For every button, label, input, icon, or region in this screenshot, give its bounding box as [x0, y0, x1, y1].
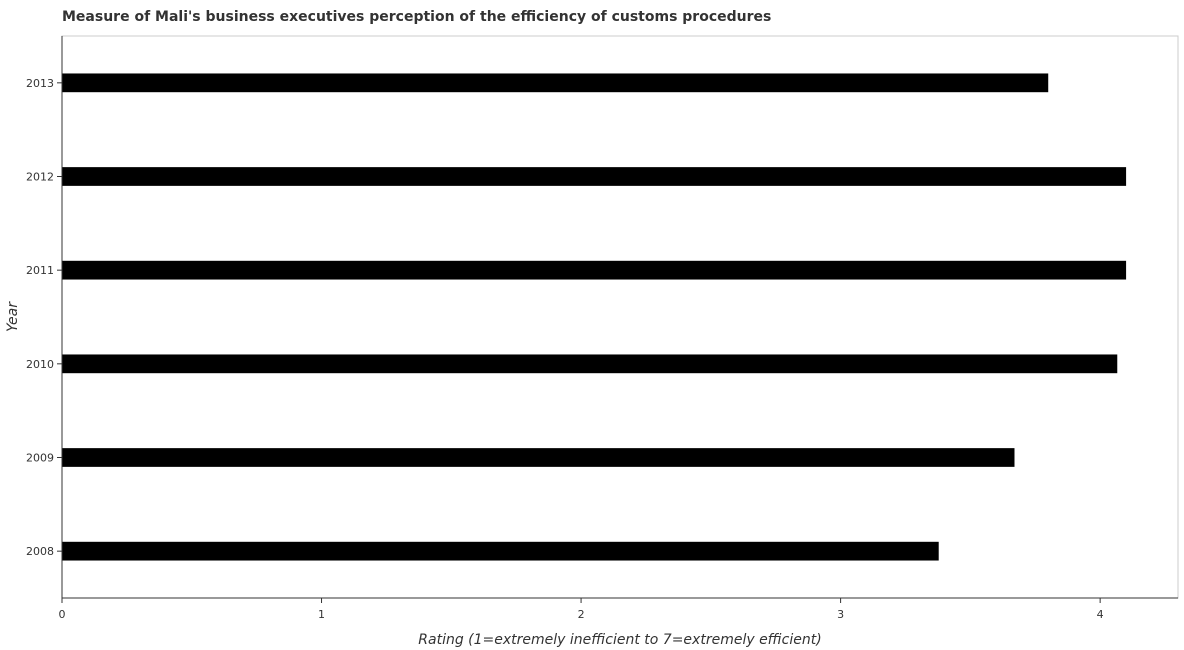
- x-axis-label: Rating (1=extremely inefficient to 7=ext…: [418, 632, 821, 648]
- y-tick-label-2011: 2011: [26, 264, 54, 277]
- bar-2010: [62, 354, 1118, 374]
- y-tick-label-2008: 2008: [26, 545, 54, 558]
- x-tick-label-1: 1: [318, 608, 325, 621]
- y-tick-label-2009: 2009: [26, 452, 54, 465]
- bar-2013: [62, 73, 1049, 93]
- bar-2012: [62, 167, 1127, 186]
- y-tick-label-2012: 2012: [26, 171, 54, 184]
- bar-2011: [62, 260, 1127, 280]
- plot-frame: [61, 35, 1179, 599]
- chart-title: Measure of Mali's business executives pe…: [62, 9, 772, 25]
- x-tick-label-2: 2: [578, 608, 585, 621]
- bar-2009: [62, 448, 1015, 467]
- bar-2008: [62, 541, 939, 561]
- x-tick-label-0: 0: [59, 608, 66, 621]
- x-tick-label-4: 4: [1097, 608, 1104, 621]
- y-axis-label: Year: [5, 301, 21, 332]
- y-tick-label-2013: 2013: [26, 77, 54, 90]
- x-tick-label-3: 3: [837, 608, 844, 621]
- y-tick-label-2010: 2010: [26, 358, 54, 371]
